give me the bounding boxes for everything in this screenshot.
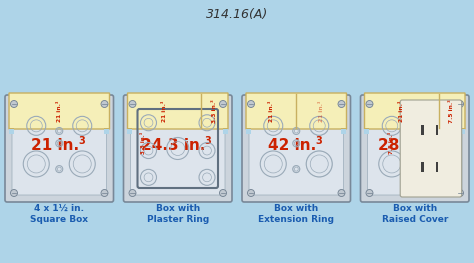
Circle shape [366,190,373,196]
Circle shape [247,100,255,108]
Text: Square Box: Square Box [30,215,88,224]
FancyBboxPatch shape [367,102,462,195]
FancyBboxPatch shape [12,102,107,195]
Circle shape [101,190,108,196]
Circle shape [338,190,345,196]
Circle shape [247,190,255,196]
Bar [104,129,109,134]
Text: 28.5 in.: 28.5 in. [379,138,443,153]
Bar [460,129,465,134]
Text: 3.3 in.³: 3.3 in.³ [212,99,217,123]
Circle shape [129,100,136,108]
Bar [128,129,133,134]
FancyBboxPatch shape [242,95,350,202]
Text: 3: 3 [204,136,211,146]
Bar [421,125,424,135]
Text: 21 in.: 21 in. [31,138,79,153]
Bar [436,162,438,172]
Text: Box with: Box with [392,204,437,213]
Bar [223,129,228,134]
Text: Box with: Box with [155,204,200,213]
Bar [341,128,346,133]
Text: 21 in.³: 21 in.³ [319,100,324,122]
FancyBboxPatch shape [128,93,228,129]
Text: 314.16(A): 314.16(A) [206,8,268,21]
Text: 3.3 in.³: 3.3 in.³ [141,132,146,154]
Circle shape [219,100,227,108]
Bar [436,125,438,135]
Text: 3: 3 [441,136,448,146]
FancyBboxPatch shape [400,100,462,197]
FancyBboxPatch shape [246,93,346,129]
Bar [421,162,424,172]
Text: 3: 3 [315,136,322,146]
FancyBboxPatch shape [124,95,232,202]
Bar [223,128,228,133]
Text: 21 in.³: 21 in.³ [162,100,167,122]
Text: 42 in.: 42 in. [268,138,316,153]
Text: Extension Ring: Extension Ring [258,215,334,224]
Text: 7.5 in.³: 7.5 in.³ [389,132,394,154]
Bar [246,129,251,134]
Circle shape [456,100,464,108]
Circle shape [101,100,108,108]
Bar [365,128,370,133]
Circle shape [10,100,18,108]
Bar [9,128,14,133]
Text: Plaster Ring: Plaster Ring [146,215,209,224]
Circle shape [366,100,373,108]
Text: 21 in.³: 21 in.³ [57,100,62,122]
Circle shape [129,190,136,196]
Circle shape [456,190,464,196]
Circle shape [10,190,18,196]
Bar [341,129,346,134]
Text: 21 in.³: 21 in.³ [269,100,273,122]
Bar [365,129,370,134]
Bar [9,129,14,134]
FancyBboxPatch shape [365,93,465,129]
Text: Raised Cover: Raised Cover [382,215,448,224]
Text: 4 x 1½ in.: 4 x 1½ in. [34,204,84,213]
Text: 21 in.³: 21 in.³ [399,100,404,122]
FancyBboxPatch shape [9,93,109,129]
Bar [460,128,465,133]
Text: 7.5 in.³: 7.5 in.³ [449,99,454,123]
Text: 3: 3 [78,136,85,146]
Text: 24.3 in.: 24.3 in. [142,138,206,153]
Bar [104,128,109,133]
Circle shape [338,100,345,108]
Text: Box with: Box with [274,204,319,213]
Circle shape [219,190,227,196]
Bar [246,128,251,133]
FancyBboxPatch shape [361,95,469,202]
FancyBboxPatch shape [249,102,344,195]
Bar [128,128,133,133]
FancyBboxPatch shape [5,95,113,202]
FancyBboxPatch shape [130,102,225,195]
